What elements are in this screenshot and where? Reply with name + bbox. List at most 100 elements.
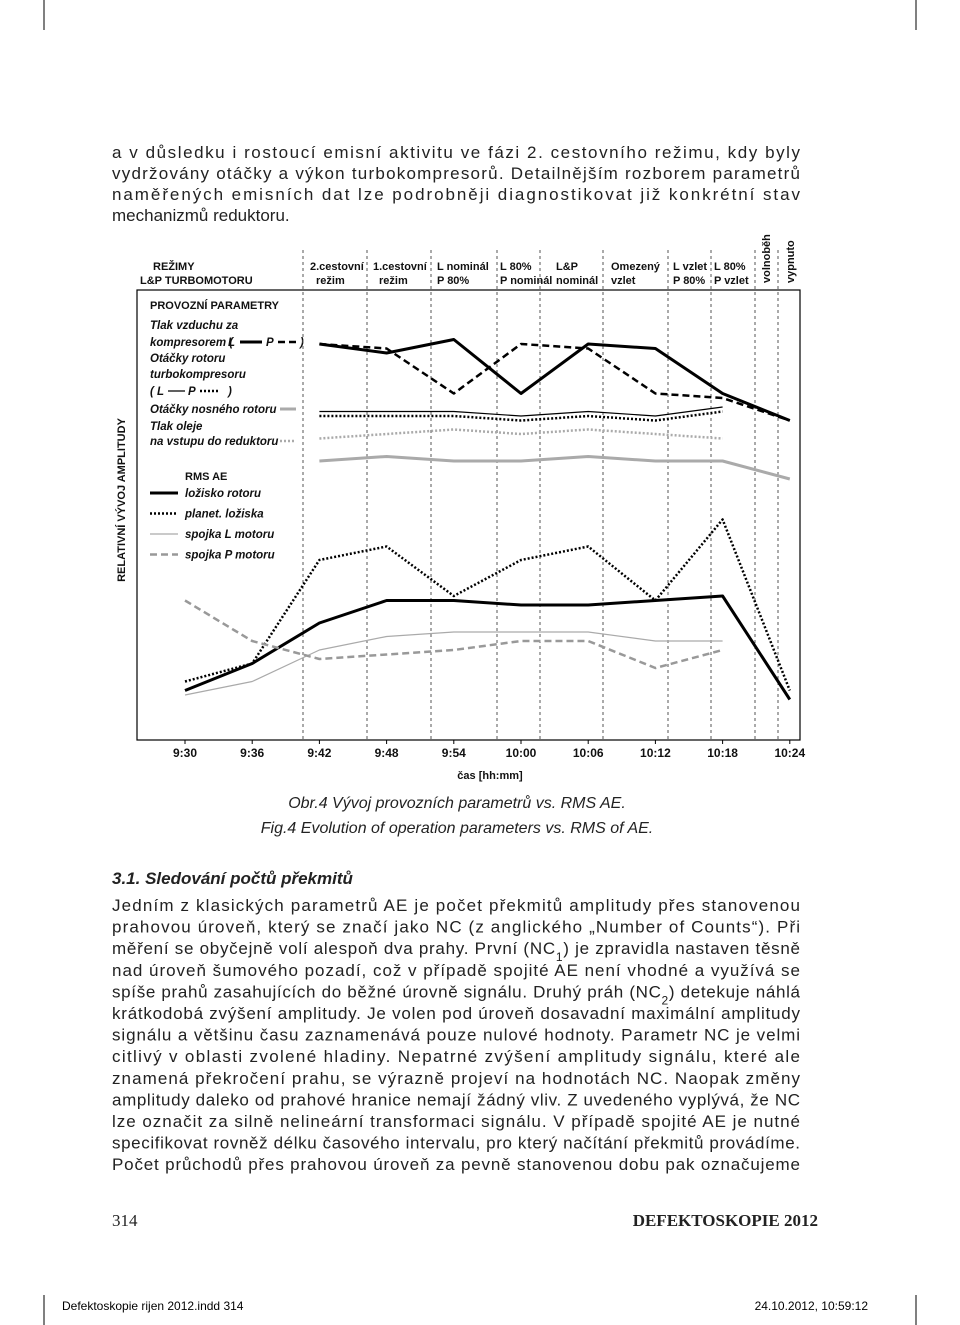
paragraph-line: krátkodobá zvýšení amplitudy. Je volen p… bbox=[112, 1004, 801, 1023]
slug-date: 24.10.2012, 10:59:12 bbox=[755, 1299, 869, 1313]
series-line bbox=[184, 631, 723, 696]
mode-label: L&P bbox=[556, 261, 578, 273]
series-line bbox=[319, 455, 791, 481]
text-run: ) detekuje náhlá bbox=[669, 982, 801, 1001]
mode-label: P 80% bbox=[673, 275, 705, 287]
x-tick-label: 9:48 bbox=[375, 746, 399, 760]
series-line bbox=[319, 406, 723, 417]
y-axis-label: RELATIVNÍ VÝVOJ AMPLITUDY bbox=[115, 417, 128, 581]
text-run: spíše prahů zasahujících do běžné úrovně… bbox=[112, 982, 661, 1001]
legend-label: Tlak oleje bbox=[150, 421, 203, 433]
paragraph-line: amplitudy daleko od prahové hranice nema… bbox=[112, 1090, 800, 1109]
x-tick-label: 9:42 bbox=[307, 746, 331, 760]
legend-group-label: turbokompresoru bbox=[150, 369, 246, 381]
mode-label: 1.cestovní bbox=[373, 261, 428, 273]
mode-label: L vzlet bbox=[673, 261, 707, 273]
modes-title: L&P TURBOMOTORU bbox=[140, 275, 253, 287]
x-tick-label: 9:54 bbox=[442, 746, 466, 760]
paragraph-line: vydržovány otáčky a výkon turbokompresor… bbox=[112, 164, 800, 183]
series-line bbox=[319, 410, 723, 422]
legend-close: ) bbox=[298, 337, 304, 349]
text-run: signálu a většinu času zaznamenává pouze… bbox=[112, 1026, 800, 1045]
series-line bbox=[184, 594, 792, 701]
series-line bbox=[319, 428, 723, 440]
mode-label: L 80% bbox=[714, 261, 746, 273]
legend-label: P bbox=[188, 386, 196, 398]
series-line bbox=[184, 599, 723, 670]
x-tick-label: 10:00 bbox=[506, 746, 537, 760]
x-tick-label: 9:36 bbox=[240, 746, 264, 760]
legend-label: P bbox=[266, 337, 274, 349]
paragraph-line: citlivý v oblasti zvolené hladiny. Nepat… bbox=[112, 1047, 800, 1066]
text-run: znamená překročení prahu, se výrazně pro… bbox=[112, 1069, 801, 1088]
paragraph-line: naměřených emisních dat lze podrobněji d… bbox=[112, 185, 800, 204]
text-run: Jedním z klasických parametrů AE je poče… bbox=[112, 896, 800, 915]
mode-label: P nominál bbox=[500, 275, 552, 287]
mode-label: Omezený bbox=[611, 261, 661, 273]
text-run: prahovou úroveň, který se značí jako NC … bbox=[112, 918, 800, 937]
paragraph-line: signálu a většinu času zaznamenává pouze… bbox=[112, 1026, 800, 1045]
mode-label: vypnuto bbox=[785, 240, 797, 283]
x-tick-label: 9:30 bbox=[173, 746, 197, 760]
paragraph-line: spíše prahů zasahujících do běžné úrovně… bbox=[112, 982, 801, 1007]
text-run: amplitudy daleko od prahové hranice nema… bbox=[112, 1090, 800, 1109]
mode-label: vzlet bbox=[611, 275, 636, 287]
mode-label: režim bbox=[379, 275, 408, 287]
subscript: 1 bbox=[556, 950, 563, 964]
mode-label: L nominál bbox=[437, 261, 489, 273]
series-line bbox=[184, 518, 791, 691]
legend-group-label: kompresorem ( bbox=[150, 337, 234, 349]
subscript: 2 bbox=[662, 993, 669, 1007]
page-number: 314 bbox=[112, 1211, 138, 1230]
legend-close: ) bbox=[226, 386, 232, 398]
paragraph-line: nad úroveň šumového pozadí, což v případ… bbox=[112, 961, 800, 980]
paragraph-line: a v důsledku i rostoucí emisní aktivitu … bbox=[112, 143, 800, 162]
paragraph-line: specifikovat rovněž délku časového inter… bbox=[112, 1134, 800, 1153]
slug-file: Defektoskopie rijen 2012.indd 314 bbox=[62, 1299, 244, 1313]
legend-group-label: ( bbox=[150, 386, 155, 398]
legend-label: L bbox=[228, 337, 235, 349]
legend-group-label: Tlak vzduchu za bbox=[150, 320, 239, 332]
text-run: nad úroveň šumového pozadí, což v případ… bbox=[112, 961, 800, 980]
rms-title: RMS AE bbox=[185, 471, 227, 483]
text-run: ) je zpravidla nastaven těsně bbox=[563, 939, 800, 958]
caption: Fig.4 Evolution of operation parameters … bbox=[261, 820, 653, 837]
series-line bbox=[319, 338, 791, 422]
text-run: Počet průchodů přes prahovou úroveň za p… bbox=[112, 1155, 800, 1174]
paragraph-line: lze označit za silně nelineární transfor… bbox=[112, 1112, 800, 1131]
mode-label: 2.cestovní bbox=[310, 261, 365, 273]
section-heading: 3.1. Sledování počtů překmitů bbox=[112, 869, 354, 888]
legend-label: spojka P motoru bbox=[185, 550, 275, 562]
paragraph-line: Jedním z klasických parametrů AE je poče… bbox=[112, 896, 800, 915]
mode-label: režim bbox=[316, 275, 345, 287]
text-run: lze označit za silně nelineární transfor… bbox=[112, 1112, 800, 1131]
legend-group-label: Otáčky rotoru bbox=[150, 353, 225, 365]
x-tick-label: 10:18 bbox=[707, 746, 738, 760]
plot-frame bbox=[136, 289, 801, 741]
text-run: měření se obyčejně volí alespoň dva prah… bbox=[112, 939, 555, 958]
params-title: PROVOZNÍ PARAMETRY bbox=[150, 299, 280, 312]
legend-label: ložisko rotoru bbox=[185, 488, 261, 500]
mode-label: P 80% bbox=[437, 275, 469, 287]
legend-label: na vstupu do reduktoru bbox=[150, 436, 278, 448]
text-run: citlivý v oblasti zvolené hladiny. Nepat… bbox=[112, 1047, 800, 1066]
legend-label: spojka L motoru bbox=[185, 529, 274, 541]
mode-label: L 80% bbox=[500, 261, 532, 273]
legend-label: L bbox=[157, 386, 164, 398]
modes-title: REŽIMY bbox=[153, 260, 195, 273]
text-run: krátkodobá zvýšení amplitudy. Je volen p… bbox=[112, 1004, 801, 1023]
crop-marks bbox=[43, 0, 917, 1325]
paragraph-line: mechanizmů reduktoru. bbox=[112, 206, 290, 225]
series-line bbox=[319, 342, 791, 422]
mode-label: volnoběh bbox=[761, 234, 773, 283]
paragraph-line: znamená překročení prahu, se výrazně pro… bbox=[112, 1069, 801, 1088]
mode-label: P vzlet bbox=[714, 275, 749, 287]
x-tick-label: 10:12 bbox=[640, 746, 671, 760]
paragraph-line: Počet průchodů přes prahovou úroveň za p… bbox=[112, 1155, 800, 1174]
paragraph-line: prahovou úroveň, který se značí jako NC … bbox=[112, 918, 800, 937]
legend-label: planet. ložiska bbox=[184, 509, 264, 521]
x-axis-label: čas [hh:mm] bbox=[457, 770, 523, 782]
x-tick-label: 10:06 bbox=[573, 746, 604, 760]
